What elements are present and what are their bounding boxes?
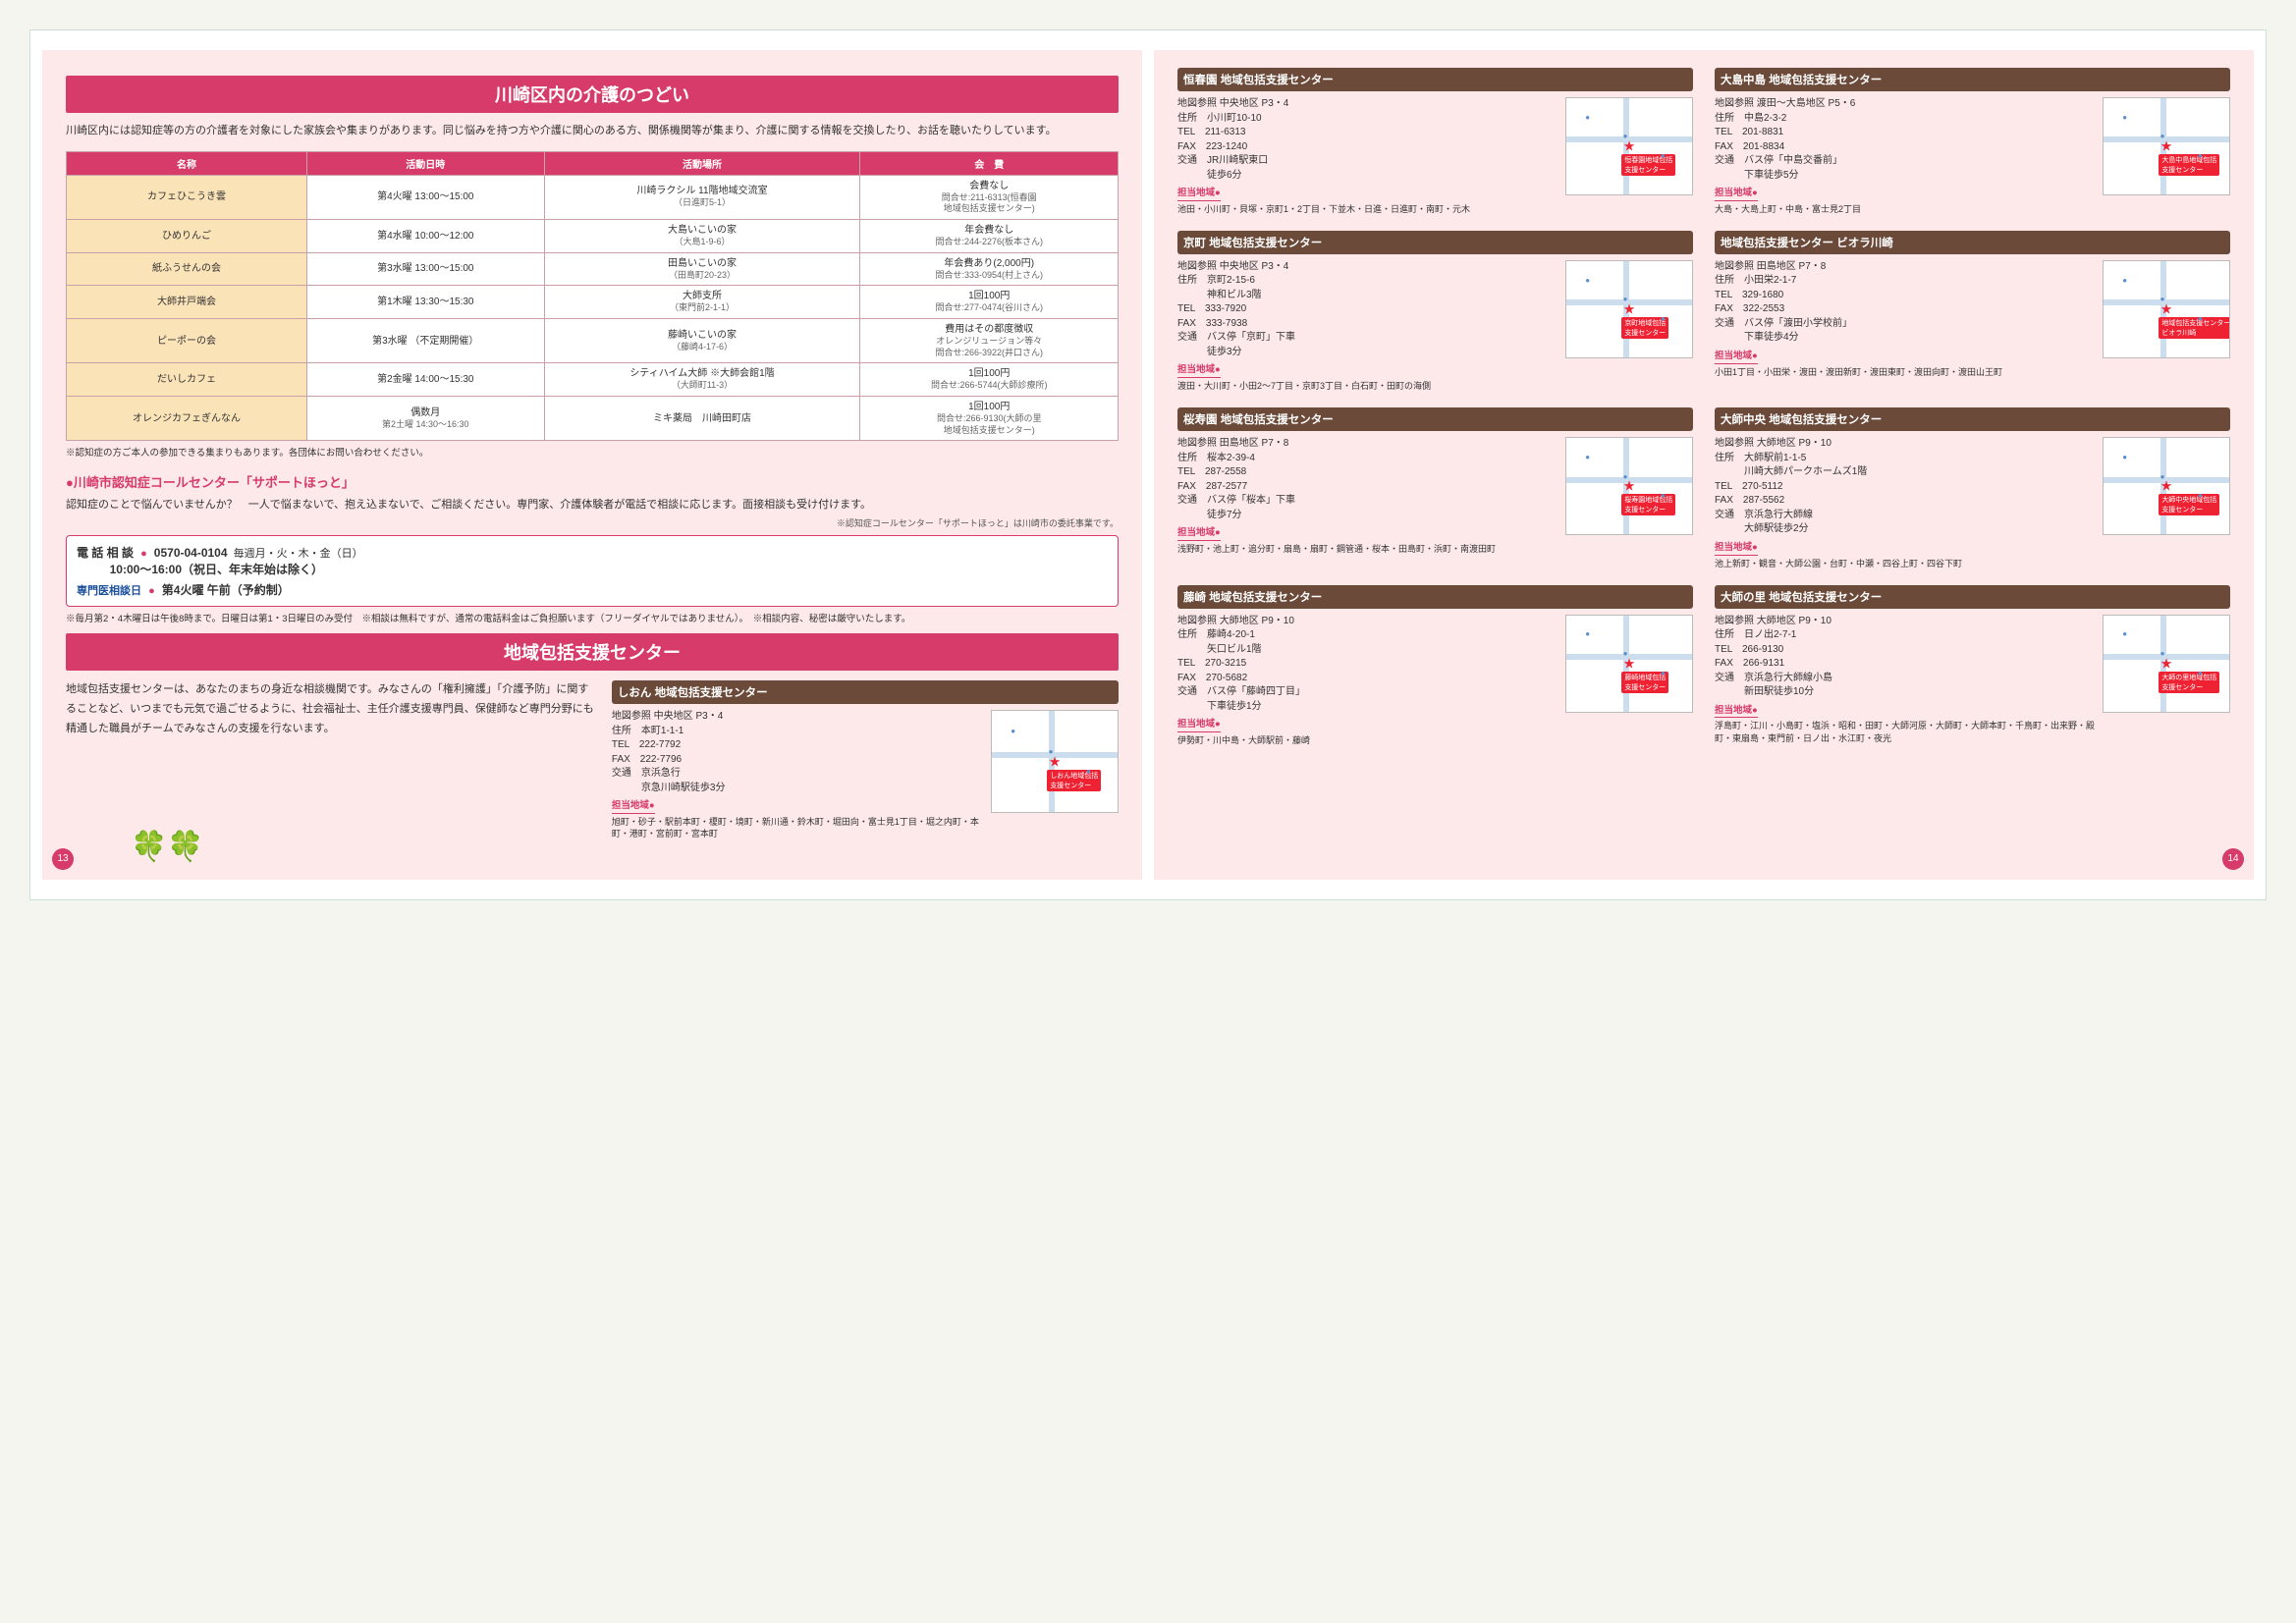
map-thumbnail: ★藤崎地域包括 支援センター●●● [1565,615,1693,713]
center-title: 地域包括支援センター ビオラ川崎 [1715,231,2230,254]
center-title: 藤崎 地域包括支援センター [1177,585,1693,609]
center-info: 地図参照 中央地区 P3・4住所 小川町10-10TEL 211-6313FAX… [1177,97,1558,215]
page-number-right: 14 [2222,848,2244,870]
center-info: 地図参照 大師地区 P9・10住所 日ノ出2-7-1TEL 266-9130FA… [1715,615,2095,744]
clover-icon: 🍀🍀 [131,830,204,864]
map-thumbnail: ★大島中島地域包括 支援センター●●● [2103,97,2230,195]
phone-days: 毎週月・火・木・金（日） [234,548,363,560]
center-info: 地図参照 田島地区 P7・8住所 桜本2-39-4TEL 287-2558FAX… [1177,437,1558,555]
doctor-day: 第4火曜 午前（予約制） [162,583,290,597]
callcenter-body: 認知症のことで悩んでいませんか？ 一人で悩まないで、抱え込まないで、ご相談くださ… [66,497,1119,514]
center-title: しおん 地域包括支援センター [612,680,1119,704]
center-info: 地図参照 渡田〜大島地区 P5・6住所 中島2-3-2TEL 201-8831F… [1715,97,2095,215]
center-card-shion: しおん 地域包括支援センター地図参照 中央地区 P3・4住所 本町1-1-1TE… [612,680,1119,839]
phone-hours: 10:00〜16:00（祝日、年末年始は除く） [110,563,323,576]
map-thumbnail: ★地域包括支援センター ビオラ川崎●●● [2103,260,2230,358]
center-title: 桜寿園 地域包括支援センター [1177,407,1693,431]
center-card: 大師中央 地域包括支援センター地図参照 大師地区 P9・10住所 大師駅前1-1… [1715,407,2230,568]
center-title: 大師の里 地域包括支援センター [1715,585,2230,609]
center-card: 大師の里 地域包括支援センター地図参照 大師地区 P9・10住所 日ノ出2-7-… [1715,585,2230,746]
table-note: ※認知症の方ご本人の参加できる集まりもあります。各団体にお問い合わせください。 [66,447,1119,460]
center-title: 京町 地域包括支援センター [1177,231,1693,254]
center-card: 藤崎 地域包括支援センター地図参照 大師地区 P9・10住所 藤崎4-20-1 … [1177,585,1693,746]
table-row: 紙ふうせんの会第3水曜 13:00〜15:00田島いこいの家（田島町20-23）… [67,252,1119,286]
map-thumbnail: ★桜寿園地域包括 支援センター●●● [1565,437,1693,535]
callcenter-heading: ●川崎市認知症コールセンター「サポートほっと」 [66,472,1119,491]
center-info: 地図参照 田島地区 P7・8住所 小田栄2-1-7TEL 329-1680FAX… [1715,260,2095,378]
center-info: 地図参照 中央地区 P3・4住所 本町1-1-1TEL 222-7792FAX … [612,710,983,839]
center-title: 大島中島 地域包括支援センター [1715,68,2230,91]
center-card: 恒春園 地域包括支援センター地図参照 中央地区 P3・4住所 小川町10-10T… [1177,68,1693,215]
table-row: だいしカフェ第2金曜 14:00〜15:30シティハイム大師 ※大師会館1階（大… [67,363,1119,397]
center-card: 大島中島 地域包括支援センター地図参照 渡田〜大島地区 P5・6住所 中島2-3… [1715,68,2230,215]
map-thumbnail: ★京町地域包括 支援センター●●● [1565,260,1693,358]
table-header: 会 費 [860,151,1119,175]
table-header: 活動日時 [306,151,544,175]
banner-support-centers: 地域包括支援センター [66,633,1119,671]
table-row: オレンジカフェぎんなん偶数月第2土曜 14:30〜16:30ミキ薬局 川崎田町店… [67,397,1119,441]
center-info: 地図参照 中央地区 P3・4住所 京町2-15-6 神和ビル3階TEL 333-… [1177,260,1558,392]
map-thumbnail: ★大師中央地域包括 支援センター●●● [2103,437,2230,535]
table-row: カフェひこうき雲第4火曜 13:00〜15:00川崎ラクシル 11階地域交流室（… [67,175,1119,219]
table-header: 活動場所 [544,151,860,175]
map-thumbnail: ★大師の里地域包括 支援センター●●● [2103,615,2230,713]
meetings-table: 名称活動日時活動場所会 費 カフェひこうき雲第4火曜 13:00〜15:00川崎… [66,151,1119,442]
map-thumbnail: ★恒春園地域包括 支援センター●●● [1565,97,1693,195]
table-row: 大師井戸端会第1木曜 13:30〜15:30大師支所（東門前2-1-1）1回10… [67,286,1119,319]
phone-number: 0570-04-0104 [154,546,228,560]
support-center-desc: 地域包括支援センターは、あなたのまちの身近な相談機関です。みなさんの「権利擁護」… [66,680,598,738]
callcenter-box: 電 話 相 談 ● 0570-04-0104 毎週月・火・木・金（日） 10:0… [66,535,1119,607]
center-info: 地図参照 大師地区 P9・10住所 藤崎4-20-1 矢口ビル1階TEL 270… [1177,615,1558,746]
banner-care-meetings: 川崎区内の介護のつどい [66,76,1119,113]
map-thumbnail: ★しおん地域包括 支援センター●●● [991,710,1119,813]
center-title: 大師中央 地域包括支援センター [1715,407,2230,431]
callcenter-note2: ※毎月第2・4木曜日は午後8時まで。日曜日は第1・3日曜日のみ受付 ※相談は無料… [66,613,1119,625]
table-header: 名称 [67,151,307,175]
page-number-left: 13 [52,848,74,870]
phone-label: 電 話 相 談 [77,546,134,560]
table-row: ひめりんご第4水曜 10:00〜12:00大島いこいの家（大島1-9-6）年会費… [67,219,1119,252]
center-info: 地図参照 大師地区 P9・10住所 大師駅前1-1-5 川崎大師パークホームズ1… [1715,437,2095,568]
table-row: ピーポーの会第3水曜 （不定期開催）藤崎いこいの家（藤崎4-17-6）費用はその… [67,318,1119,362]
center-card: 京町 地域包括支援センター地図参照 中央地区 P3・4住所 京町2-15-6 神… [1177,231,1693,392]
center-card: 桜寿園 地域包括支援センター地図参照 田島地区 P7・8住所 桜本2-39-4T… [1177,407,1693,568]
callcenter-rightnote: ※認知症コールセンター「サポートほっと」は川崎市の委託事業です。 [66,516,1119,529]
center-title: 恒春園 地域包括支援センター [1177,68,1693,91]
center-card: 地域包括支援センター ビオラ川崎地図参照 田島地区 P7・8住所 小田栄2-1-… [1715,231,2230,392]
doctor-day-label: 専門医相談日 [77,585,141,597]
intro-text: 川崎区内には認知症等の方の介護者を対象にした家族会や集まりがあります。同じ悩みを… [66,123,1119,139]
